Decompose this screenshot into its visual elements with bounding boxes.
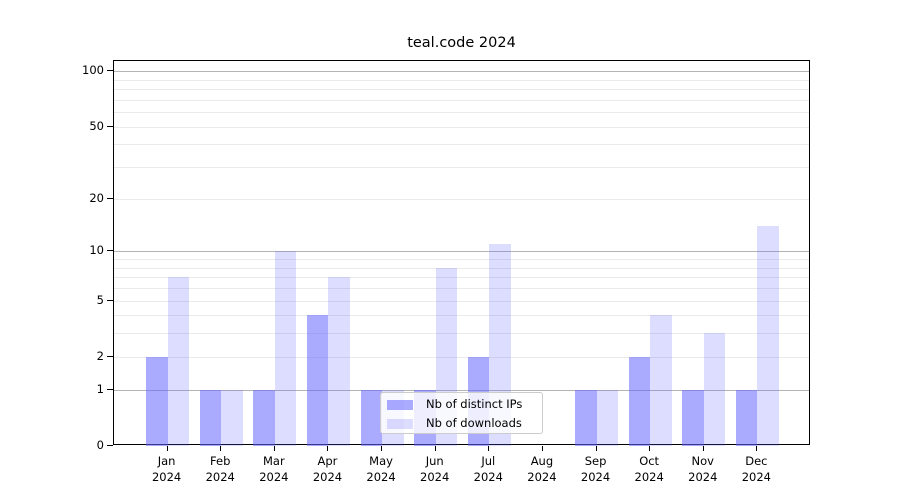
bar-downloads <box>274 251 297 446</box>
gridline-minor <box>114 277 809 279</box>
y-tick-mark <box>107 355 113 357</box>
bar-distinct-ips <box>307 315 329 446</box>
x-tick-mark <box>702 446 704 451</box>
gridline-minor <box>114 99 809 101</box>
gridline-minor <box>114 259 809 261</box>
gridline-minor <box>114 144 809 146</box>
bar-downloads <box>328 277 350 446</box>
x-tick-mark <box>756 446 758 451</box>
x-tick-mark <box>434 446 436 451</box>
bar-distinct-ips <box>199 389 222 446</box>
bar-distinct-ips <box>575 389 597 446</box>
bar-downloads <box>221 389 243 446</box>
bar-downloads <box>596 389 618 446</box>
gridline-minor <box>114 333 809 335</box>
gridline-minor <box>114 167 809 169</box>
bar-downloads <box>703 333 726 446</box>
y-tick-label: 1 <box>96 381 104 396</box>
legend: Nb of distinct IPs Nb of downloads <box>380 392 543 434</box>
y-tick-label: 20 <box>89 190 104 205</box>
y-tick-label: 100 <box>82 63 104 78</box>
x-tick-label: Mar 2024 <box>259 454 289 484</box>
y-tick-mark <box>107 388 113 390</box>
y-tick-label: 10 <box>89 243 104 258</box>
x-tick-label: Feb 2024 <box>205 454 235 484</box>
gridline-minor <box>114 267 809 269</box>
y-tick-label: 50 <box>89 118 104 133</box>
bar-distinct-ips <box>146 356 168 446</box>
y-tick-mark <box>107 125 113 127</box>
x-tick-mark <box>595 446 597 451</box>
x-tick-mark <box>649 446 651 451</box>
bar-distinct-ips <box>735 389 758 446</box>
bar-downloads <box>167 277 190 446</box>
legend-label-distinct-ips: Nb of distinct IPs <box>426 397 523 411</box>
y-tick-label: 5 <box>96 292 104 307</box>
bar-downloads <box>757 226 779 446</box>
x-tick-label: Oct 2024 <box>634 454 664 484</box>
gridline-minor <box>114 287 809 289</box>
x-tick-label: Aug 2024 <box>527 454 557 484</box>
x-tick-mark <box>541 446 543 451</box>
x-tick-label: Jan 2024 <box>151 454 182 484</box>
x-tick-label: May 2024 <box>366 454 396 484</box>
x-tick-mark <box>327 446 329 451</box>
y-tick-label: 2 <box>96 348 104 363</box>
bar-distinct-ips <box>628 356 651 446</box>
bar-distinct-ips <box>253 389 275 446</box>
x-tick-label: Sep 2024 <box>580 454 611 484</box>
y-tick-mark <box>107 445 113 446</box>
legend-swatch-downloads <box>387 418 413 429</box>
x-tick-mark <box>273 446 275 451</box>
gridline-minor <box>114 79 809 81</box>
x-tick-label: Nov 2024 <box>688 454 718 484</box>
y-tick-mark <box>107 250 113 252</box>
gridline-major <box>114 389 809 391</box>
gridline-minor <box>114 300 809 302</box>
chart-title: teal.code 2024 <box>407 35 516 51</box>
gridline-minor <box>114 198 809 200</box>
legend-entry-distinct-ips: Nb of distinct IPs <box>387 395 542 414</box>
x-tick-mark <box>488 446 490 451</box>
x-tick-label: Jul 2024 <box>473 454 503 484</box>
plot-area <box>113 60 810 446</box>
y-tick-mark <box>107 299 113 301</box>
gridline-minor <box>114 112 809 114</box>
x-tick-mark <box>381 446 383 451</box>
gridline-minor <box>114 89 809 91</box>
x-tick-label: Apr 2024 <box>312 454 343 484</box>
legend-swatch-distinct-ips <box>387 399 413 410</box>
gridline-major <box>114 71 809 73</box>
gridline-minor <box>114 315 809 317</box>
legend-entry-downloads: Nb of downloads <box>387 414 542 433</box>
x-tick-label: Jun 2024 <box>420 454 450 484</box>
x-tick-label: Dec 2024 <box>741 454 772 484</box>
x-tick-mark <box>166 446 168 451</box>
bar-downloads <box>650 315 672 446</box>
y-tick-mark <box>107 70 113 72</box>
bar-distinct-ips <box>682 389 704 446</box>
gridline-major <box>114 251 809 253</box>
gridline-minor <box>114 356 809 358</box>
bar-distinct-ips <box>360 389 383 446</box>
legend-label-downloads: Nb of downloads <box>426 416 522 430</box>
y-tick-mark <box>107 197 113 199</box>
x-tick-mark <box>220 446 222 451</box>
y-tick-label: 0 <box>96 438 104 452</box>
gridline-minor <box>114 126 809 128</box>
